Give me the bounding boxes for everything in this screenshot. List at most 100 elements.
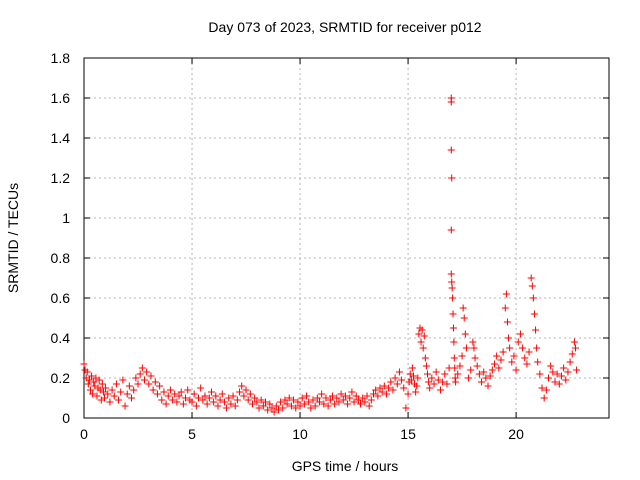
data-point	[326, 396, 334, 404]
data-point	[318, 390, 326, 398]
data-point	[382, 390, 390, 398]
data-point	[298, 394, 306, 402]
data-point	[166, 386, 174, 394]
data-point	[83, 368, 91, 376]
data-point	[458, 352, 466, 360]
data-point	[350, 398, 358, 406]
data-point	[121, 402, 129, 410]
data-point	[339, 396, 347, 404]
data-point	[570, 338, 578, 346]
data-point	[335, 398, 343, 406]
y-tick-label: 0.8	[51, 250, 71, 266]
data-point	[395, 368, 403, 376]
data-point	[533, 344, 541, 352]
data-point	[285, 394, 293, 402]
data-point	[134, 380, 142, 388]
data-point	[143, 368, 151, 376]
data-point	[389, 386, 397, 394]
data-point	[238, 382, 246, 390]
data-point	[259, 402, 267, 410]
data-point	[527, 274, 535, 282]
data-point	[387, 378, 395, 386]
data-point	[407, 376, 415, 384]
data-point	[459, 304, 467, 312]
data-point	[324, 402, 332, 410]
data-point	[516, 330, 524, 338]
data-point	[404, 390, 412, 398]
data-point	[216, 396, 224, 404]
data-point	[448, 174, 456, 182]
data-point	[240, 392, 248, 400]
data-point	[266, 400, 274, 408]
data-point	[447, 146, 455, 154]
data-point	[197, 384, 205, 392]
data-point	[540, 394, 548, 402]
data-point	[452, 378, 460, 386]
data-point	[93, 392, 101, 400]
data-point	[560, 364, 568, 372]
data-point	[412, 388, 420, 396]
data-point	[99, 388, 107, 396]
data-point	[261, 398, 269, 406]
data-point	[400, 384, 408, 392]
data-point	[294, 398, 302, 406]
data-point	[418, 326, 426, 334]
y-tick-label: 0.6	[51, 290, 71, 306]
data-point	[424, 370, 432, 378]
data-point	[149, 386, 157, 394]
data-point	[434, 376, 442, 384]
data-point	[450, 354, 458, 362]
data-point	[115, 396, 123, 404]
data-point	[130, 386, 138, 394]
data-point	[292, 404, 300, 412]
data-point	[557, 372, 565, 380]
data-point	[328, 392, 336, 400]
data-point	[486, 372, 494, 380]
data-point	[449, 324, 457, 332]
data-point	[415, 330, 423, 338]
data-point	[439, 378, 447, 386]
data-point	[311, 402, 319, 410]
data-point	[136, 370, 144, 378]
data-point	[283, 400, 291, 408]
data-point	[478, 378, 486, 386]
data-point	[421, 354, 429, 362]
y-tick-label: 0.4	[51, 330, 71, 346]
data-point	[542, 386, 550, 394]
data-point	[95, 376, 103, 384]
data-point	[169, 396, 177, 404]
data-point	[425, 378, 433, 386]
data-point	[555, 380, 563, 388]
data-point	[320, 400, 328, 408]
data-point	[89, 390, 97, 398]
data-point	[188, 398, 196, 406]
data-point	[277, 398, 285, 406]
data-point	[207, 388, 215, 396]
data-points	[80, 94, 581, 416]
data-point	[530, 310, 538, 318]
data-point	[322, 394, 330, 402]
data-point	[402, 404, 410, 412]
data-point	[281, 396, 289, 404]
data-point	[378, 388, 386, 396]
data-point	[147, 372, 155, 380]
y-axis: 0 0.2 0.4 0.6 0.8 1 1.2 1.4 1.6 1.8	[51, 50, 609, 426]
data-point	[227, 400, 235, 408]
data-point	[385, 384, 393, 392]
data-point	[214, 402, 222, 410]
y-tick-label: 1.2	[51, 170, 71, 186]
data-point	[372, 386, 380, 394]
data-point	[160, 388, 168, 396]
data-point	[566, 358, 574, 366]
data-point	[132, 374, 140, 382]
data-point	[493, 352, 501, 360]
data-point	[86, 386, 94, 394]
data-point	[461, 330, 469, 338]
data-point	[300, 400, 308, 408]
gridlines	[84, 58, 609, 418]
data-point	[112, 380, 120, 388]
data-point	[98, 380, 106, 388]
data-point	[528, 282, 536, 290]
data-point	[426, 384, 434, 392]
